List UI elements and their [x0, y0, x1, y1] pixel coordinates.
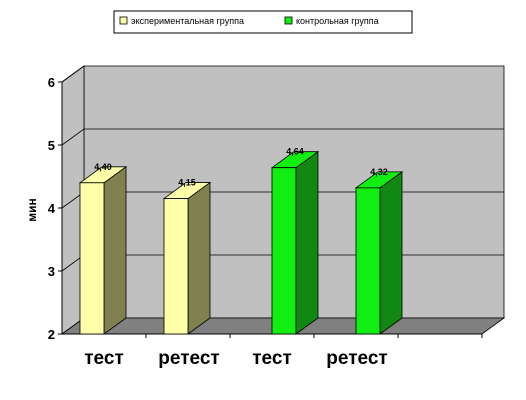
gridline [61, 65, 85, 83]
legend: экспериментальная группа контрольная гру… [113, 10, 413, 34]
y-tick-label: 6 [48, 75, 55, 90]
x-tick-label: тест [252, 348, 292, 369]
data-label: 4,64 [286, 147, 304, 157]
y-tick-label: 4 [48, 201, 56, 216]
bar-front [79, 182, 105, 335]
bar: 4,40 [78, 162, 128, 335]
data-label: 4,40 [94, 162, 112, 172]
bar: 4,64 [270, 147, 320, 335]
bars: 4,40 4,15 4,64 4,32 [78, 147, 404, 335]
data-label: 4,15 [178, 178, 196, 188]
x-tick-label: тест [84, 348, 124, 369]
x-tick-label: ретест [326, 348, 387, 369]
bar-front [163, 198, 189, 335]
bar-side [187, 181, 211, 335]
bar: 4,15 [162, 178, 212, 335]
data-label: 4,32 [370, 167, 388, 177]
legend-label-experimental: экспериментальная группа [131, 16, 244, 26]
gridline [61, 128, 504, 146]
y-tick-label: 2 [48, 327, 55, 342]
bar-side [295, 150, 319, 335]
bar-side [379, 171, 403, 335]
bar-front [355, 187, 381, 335]
legend-swatch-experimental [119, 16, 128, 25]
y-axis-label: мин [25, 198, 39, 222]
x-tick-label: ретест [158, 348, 219, 369]
legend-box [113, 10, 413, 34]
legend-swatch-control [284, 16, 293, 25]
bar-side [103, 166, 127, 335]
x-axis-labels: тест ретест тест ретест [84, 334, 483, 369]
y-tick-label: 3 [48, 264, 55, 279]
y-tick-label: 5 [48, 138, 55, 153]
y-axis-ticks: 2 3 4 5 6 [48, 75, 62, 342]
legend-label-control: контрольная группа [296, 16, 379, 26]
bar-front [271, 167, 297, 335]
bar: 4,32 [354, 167, 404, 335]
